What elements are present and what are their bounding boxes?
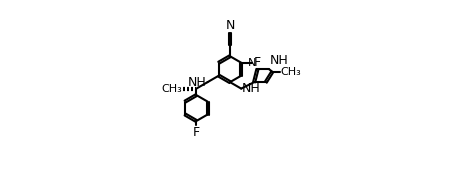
Text: N: N — [225, 19, 234, 32]
Text: N: N — [248, 58, 256, 68]
Text: CH₃: CH₃ — [280, 67, 301, 77]
Text: F: F — [192, 125, 200, 138]
Text: NH: NH — [241, 82, 260, 95]
Text: F: F — [253, 56, 260, 69]
Text: CH₃: CH₃ — [161, 84, 181, 94]
Text: NH: NH — [269, 54, 288, 67]
Text: NH: NH — [188, 76, 207, 89]
